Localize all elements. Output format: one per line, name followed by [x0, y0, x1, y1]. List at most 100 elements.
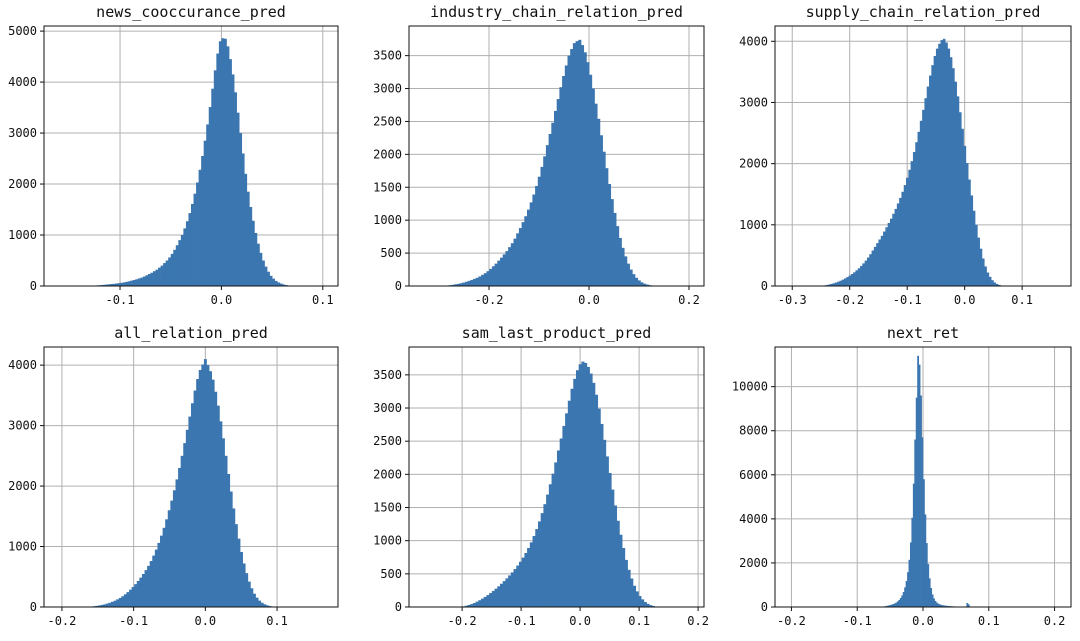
- histogram-bar: [605, 456, 609, 607]
- histogram-bar: [928, 578, 931, 607]
- chart-title: industry_chain_relation_pred: [430, 3, 683, 21]
- histogram-bar: [575, 370, 580, 607]
- histogram-bar: [876, 243, 879, 286]
- histogram-bar: [464, 605, 468, 607]
- y-tick-label: 5000: [8, 24, 37, 38]
- y-tick-label: 0: [761, 279, 768, 293]
- histogram-bar: [165, 519, 169, 607]
- histogram-bar: [279, 283, 283, 286]
- y-tick-label: 1000: [373, 534, 402, 548]
- histogram-bar: [586, 366, 590, 607]
- histogram-bar: [244, 173, 248, 286]
- histogram-bar: [866, 257, 870, 286]
- histogram-bar: [494, 263, 498, 286]
- histogram-bar: [467, 605, 471, 607]
- histogram-panel: 0 2000 4000 6000 8000 10000 -0.2 -0.1 0.0 0.1 0.2 n…: [732, 324, 1072, 628]
- histogram-bar: [242, 563, 246, 607]
- histogram-bar: [497, 586, 501, 607]
- y-tick-label: 3000: [8, 126, 37, 140]
- x-tick-label: 0.1: [266, 614, 288, 628]
- histogram-bar: [942, 38, 946, 286]
- histogram-bar: [635, 277, 639, 286]
- histogram-bar: [984, 266, 987, 286]
- histogram-bar: [178, 240, 182, 286]
- histogram-bar: [887, 222, 891, 286]
- histogram-bar: [570, 49, 574, 286]
- histogram-bar: [886, 605, 889, 607]
- histogram-bar: [118, 597, 122, 607]
- histogram-bar: [229, 59, 232, 287]
- histogram-bar: [645, 284, 649, 286]
- histogram-bar: [505, 578, 509, 607]
- histogram-bar: [214, 391, 218, 607]
- histogram-bar: [613, 505, 618, 607]
- y-tick-label: 10000: [732, 380, 768, 394]
- histogram-bar: [624, 256, 628, 286]
- histogram-bar: [618, 237, 622, 286]
- histogram-bar: [911, 517, 914, 607]
- histogram-bar: [551, 122, 555, 286]
- x-tick-label: -0.2: [835, 293, 864, 307]
- y-tick-label: 2500: [373, 434, 402, 448]
- histogram-bar: [521, 557, 525, 607]
- y-tick-label: 6000: [739, 468, 768, 482]
- histogram-bar: [486, 271, 490, 286]
- histogram-bar: [108, 602, 112, 607]
- histogram-bar: [925, 543, 928, 607]
- histogram-bar: [995, 283, 999, 286]
- histogram-bar: [234, 524, 238, 607]
- histogram-bar: [839, 280, 843, 286]
- histogram-bar: [841, 279, 845, 286]
- x-tick-label: 0.0: [578, 293, 600, 307]
- histogram-bar: [956, 96, 960, 287]
- histogram-bar: [489, 593, 493, 607]
- histogram-bar: [112, 283, 116, 286]
- histogram-bar: [126, 592, 130, 607]
- histogram-bar: [122, 282, 126, 286]
- y-tick-label: 0: [395, 600, 402, 614]
- histogram-bar: [499, 583, 504, 607]
- histogram-bar: [649, 605, 653, 607]
- x-tick-label: 0.0: [912, 614, 934, 628]
- histogram-bar: [616, 226, 620, 286]
- histogram-bar: [532, 194, 536, 286]
- histogram-bar: [502, 254, 506, 286]
- histogram-bar: [646, 603, 650, 607]
- histogram-bar: [912, 483, 915, 607]
- histogram-bar: [540, 166, 544, 286]
- x-tick-label: -0.2: [475, 293, 504, 307]
- axes-frame: [43, 346, 339, 608]
- y-tick-label: 0: [30, 279, 37, 293]
- histogram-bar: [173, 249, 177, 286]
- y-tick-label: 3500: [373, 368, 402, 382]
- y-tick-label: 0: [395, 279, 402, 293]
- histogram-bar: [570, 388, 574, 607]
- histogram-bar: [209, 371, 213, 607]
- axes-frame: [774, 346, 1072, 608]
- histogram-bar: [594, 103, 598, 286]
- histogram-bar: [256, 243, 260, 286]
- histogram-bar: [537, 521, 542, 607]
- histogram-bar: [264, 266, 268, 286]
- histogram-bar: [100, 604, 104, 607]
- histogram-bar: [162, 527, 166, 607]
- y-tick-label: 1000: [373, 213, 402, 227]
- histogram-bar: [277, 282, 281, 286]
- histogram-bar: [903, 185, 907, 286]
- histogram-bar: [931, 65, 934, 286]
- histogram-bar: [121, 596, 125, 607]
- histogram-bar: [232, 508, 236, 607]
- histogram-bar: [267, 271, 270, 286]
- y-tick-label: 3000: [739, 95, 768, 109]
- histogram-bar: [559, 87, 563, 287]
- histogram-bar: [988, 276, 992, 286]
- histogram-bar: [134, 584, 138, 607]
- axes-frame: [408, 346, 705, 608]
- histogram-bar: [885, 227, 889, 286]
- histogram-panel: 0 1000 2000 3000 4000 -0.2 -0.1 0.0 0.1 all_relat…: [8, 324, 339, 628]
- histogram-bar: [921, 437, 924, 607]
- axes-frame: [43, 25, 339, 287]
- histogram-bar: [564, 65, 568, 286]
- histogram-bar: [456, 283, 460, 286]
- histogram-bar: [562, 425, 566, 607]
